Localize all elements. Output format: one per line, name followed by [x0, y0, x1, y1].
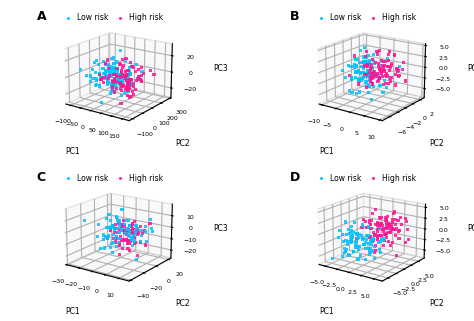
Y-axis label: PC2: PC2 [429, 299, 444, 308]
Text: A: A [36, 10, 46, 23]
Y-axis label: PC2: PC2 [429, 139, 444, 148]
Legend: Low risk, High risk: Low risk, High risk [57, 171, 166, 186]
Y-axis label: PC2: PC2 [176, 299, 190, 308]
Y-axis label: PC2: PC2 [176, 139, 190, 148]
Text: C: C [36, 170, 46, 184]
X-axis label: PC1: PC1 [319, 147, 334, 156]
Legend: Low risk, High risk: Low risk, High risk [310, 171, 419, 186]
X-axis label: PC1: PC1 [66, 308, 81, 317]
Legend: Low risk, High risk: Low risk, High risk [310, 10, 419, 25]
Text: B: B [290, 10, 300, 23]
Text: D: D [290, 170, 300, 184]
X-axis label: PC1: PC1 [319, 308, 334, 317]
X-axis label: PC1: PC1 [66, 147, 81, 156]
Legend: Low risk, High risk: Low risk, High risk [57, 10, 166, 25]
